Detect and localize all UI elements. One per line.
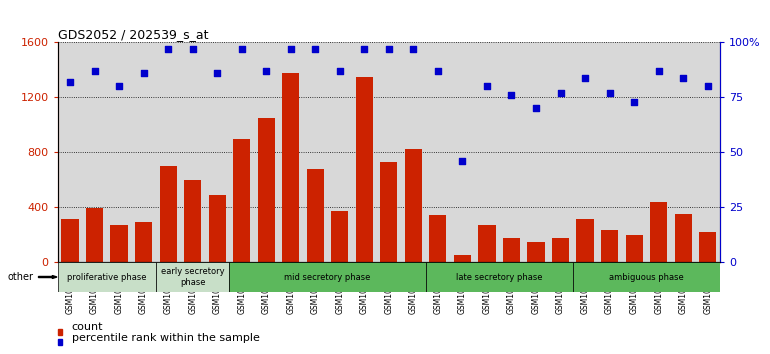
Point bbox=[628, 99, 641, 104]
Bar bbox=[209, 195, 226, 262]
Bar bbox=[110, 225, 128, 262]
Text: GDS2052 / 202539_s_at: GDS2052 / 202539_s_at bbox=[58, 28, 208, 41]
Bar bbox=[135, 222, 152, 262]
Bar bbox=[650, 202, 668, 262]
Point bbox=[604, 90, 616, 96]
Bar bbox=[229, 262, 426, 292]
Point bbox=[652, 68, 665, 74]
Bar bbox=[430, 215, 447, 262]
Bar bbox=[478, 225, 496, 262]
Bar bbox=[552, 238, 569, 262]
Point bbox=[64, 79, 76, 85]
Bar bbox=[58, 262, 156, 292]
Point bbox=[579, 75, 591, 80]
Bar bbox=[233, 138, 250, 262]
Bar bbox=[86, 209, 103, 262]
Point bbox=[260, 68, 273, 74]
Point bbox=[211, 70, 223, 76]
Point bbox=[432, 68, 444, 74]
Point bbox=[530, 105, 542, 111]
Text: percentile rank within the sample: percentile rank within the sample bbox=[72, 333, 259, 343]
Text: early secretory
phase: early secretory phase bbox=[161, 267, 225, 287]
Point bbox=[358, 46, 370, 52]
Bar bbox=[405, 149, 422, 262]
Point bbox=[285, 46, 297, 52]
Point bbox=[236, 46, 248, 52]
Point bbox=[333, 68, 346, 74]
Point bbox=[383, 46, 395, 52]
Bar bbox=[258, 118, 275, 262]
Bar bbox=[573, 262, 720, 292]
Bar bbox=[527, 242, 544, 262]
Bar bbox=[380, 162, 397, 262]
Bar bbox=[503, 238, 520, 262]
Bar bbox=[454, 255, 471, 262]
Point bbox=[457, 158, 469, 164]
Point bbox=[186, 46, 199, 52]
Point bbox=[701, 84, 714, 89]
Text: count: count bbox=[72, 322, 103, 332]
Point bbox=[113, 84, 126, 89]
Text: mid secretory phase: mid secretory phase bbox=[284, 273, 370, 281]
Point bbox=[89, 68, 101, 74]
Text: other: other bbox=[8, 272, 34, 282]
Bar bbox=[156, 262, 229, 292]
Point bbox=[137, 70, 149, 76]
Bar bbox=[675, 214, 691, 262]
Text: proliferative phase: proliferative phase bbox=[67, 273, 146, 281]
Bar bbox=[184, 180, 201, 262]
Text: ambiguous phase: ambiguous phase bbox=[609, 273, 684, 281]
Bar bbox=[601, 230, 618, 262]
Point bbox=[162, 46, 174, 52]
Bar bbox=[426, 262, 573, 292]
Point bbox=[554, 90, 567, 96]
Bar bbox=[699, 232, 716, 262]
Bar bbox=[62, 219, 79, 262]
Point bbox=[677, 75, 689, 80]
Text: late secretory phase: late secretory phase bbox=[456, 273, 543, 281]
Bar bbox=[577, 219, 594, 262]
Bar bbox=[282, 73, 300, 262]
Bar bbox=[331, 211, 348, 262]
Point bbox=[407, 46, 420, 52]
Point bbox=[480, 84, 493, 89]
Bar bbox=[159, 166, 176, 262]
Bar bbox=[625, 234, 643, 262]
Bar bbox=[356, 77, 373, 262]
Bar bbox=[306, 169, 324, 262]
Point bbox=[309, 46, 321, 52]
Point bbox=[505, 92, 517, 98]
